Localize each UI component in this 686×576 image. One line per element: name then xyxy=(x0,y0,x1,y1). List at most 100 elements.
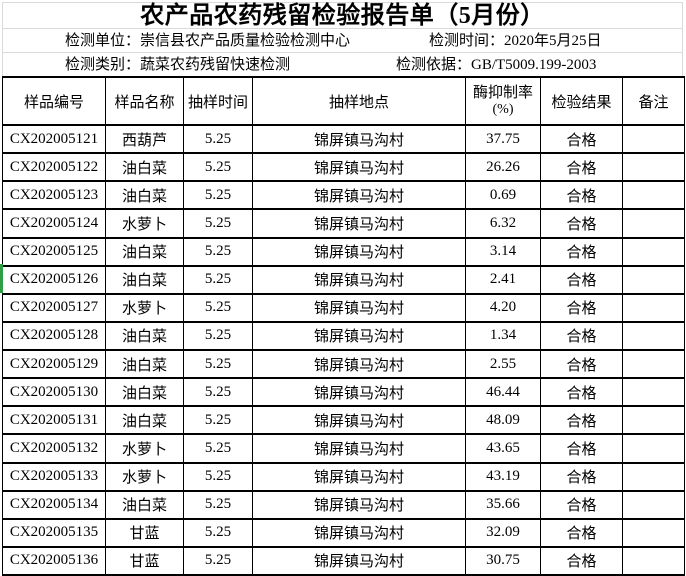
sample-id-cell[interactable]: CX202005133 xyxy=(2,461,106,492)
header-remark[interactable]: 备注 xyxy=(622,76,685,126)
inhibition-rate-cell[interactable]: 4.20 xyxy=(465,292,541,323)
result-cell[interactable]: 合格 xyxy=(540,461,623,492)
sample-place-cell[interactable]: 锦屏镇马沟村 xyxy=(252,377,466,408)
sample-place-cell[interactable]: 锦屏镇马沟村 xyxy=(252,348,466,380)
sample-place-cell[interactable]: 锦屏镇马沟村 xyxy=(252,405,466,436)
sample-place-cell[interactable]: 锦屏镇马沟村 xyxy=(252,208,466,239)
sample-place-cell[interactable]: 锦屏镇马沟村 xyxy=(252,517,466,548)
sample-place-cell[interactable]: 锦屏镇马沟村 xyxy=(252,545,466,576)
sample-name-cell[interactable]: 油白菜 xyxy=(105,264,184,295)
remark-cell[interactable] xyxy=(622,123,685,155)
sample-id-cell[interactable]: CX202005122 xyxy=(2,152,106,183)
sample-place-cell[interactable]: 锦屏镇马沟村 xyxy=(252,180,466,211)
sample-id-cell[interactable]: CX202005126 xyxy=(2,264,106,295)
inhibition-rate-cell[interactable]: 48.09 xyxy=(465,405,541,436)
sample-name-cell[interactable]: 水萝卜 xyxy=(105,292,184,323)
remark-cell[interactable] xyxy=(622,180,685,211)
inhibition-rate-cell[interactable]: 43.19 xyxy=(465,461,541,492)
header-sample-name[interactable]: 样品名称 xyxy=(105,76,184,126)
result-cell[interactable]: 合格 xyxy=(540,320,623,352)
sample-time-cell[interactable]: 5.25 xyxy=(183,180,253,211)
remark-cell[interactable] xyxy=(622,377,685,408)
sample-id-cell[interactable]: CX202005128 xyxy=(2,320,106,352)
sample-name-cell[interactable]: 西葫芦 xyxy=(105,123,184,155)
sample-id-cell[interactable]: CX202005132 xyxy=(2,433,106,464)
sample-id-cell[interactable]: CX202005123 xyxy=(2,180,106,211)
sample-id-cell[interactable]: CX202005135 xyxy=(2,517,106,548)
sample-name-cell[interactable]: 油白菜 xyxy=(105,180,184,211)
inhibition-rate-cell[interactable]: 6.32 xyxy=(465,208,541,239)
sample-time-cell[interactable]: 5.25 xyxy=(183,405,253,436)
result-cell[interactable]: 合格 xyxy=(540,208,623,239)
testing-category-cell[interactable]: 检测类别：蔬菜农药残留快速检测 xyxy=(65,53,290,77)
remark-cell[interactable] xyxy=(622,517,685,548)
sample-name-cell[interactable]: 水萝卜 xyxy=(105,208,184,239)
sample-id-cell[interactable]: CX202005127 xyxy=(2,292,106,323)
sample-time-cell[interactable]: 5.25 xyxy=(183,348,253,380)
header-sample-time[interactable]: 抽样时间 xyxy=(183,76,253,126)
result-cell[interactable]: 合格 xyxy=(540,152,623,183)
inhibition-rate-cell[interactable]: 3.14 xyxy=(465,236,541,267)
sample-time-cell[interactable]: 5.25 xyxy=(183,123,253,155)
sample-id-cell[interactable]: CX202005130 xyxy=(2,377,106,408)
sample-place-cell[interactable]: 锦屏镇马沟村 xyxy=(252,489,466,520)
sample-name-cell[interactable]: 油白菜 xyxy=(105,348,184,380)
remark-cell[interactable] xyxy=(622,545,685,576)
remark-cell[interactable] xyxy=(622,208,685,239)
inhibition-rate-cell[interactable]: 1.34 xyxy=(465,320,541,352)
sample-id-cell[interactable]: CX202005134 xyxy=(2,489,106,520)
sample-time-cell[interactable]: 5.25 xyxy=(183,152,253,183)
header-sample-id[interactable]: 样品编号 xyxy=(2,76,106,126)
sample-name-cell[interactable]: 油白菜 xyxy=(105,489,184,520)
sample-time-cell[interactable]: 5.25 xyxy=(183,264,253,295)
sample-name-cell[interactable]: 甘蓝 xyxy=(105,545,184,576)
inhibition-rate-cell[interactable]: 43.65 xyxy=(465,433,541,464)
remark-cell[interactable] xyxy=(622,433,685,464)
header-sample-place[interactable]: 抽样地点 xyxy=(252,76,466,126)
header-inhibition-rate[interactable]: 酶抑制率 (%) xyxy=(465,76,541,126)
inhibition-rate-cell[interactable]: 46.44 xyxy=(465,377,541,408)
sample-time-cell[interactable]: 5.25 xyxy=(183,377,253,408)
remark-cell[interactable] xyxy=(622,152,685,183)
inhibition-rate-cell[interactable]: 32.09 xyxy=(465,517,541,548)
sample-time-cell[interactable]: 5.25 xyxy=(183,292,253,323)
result-cell[interactable]: 合格 xyxy=(540,433,623,464)
result-cell[interactable]: 合格 xyxy=(540,377,623,408)
sample-id-cell[interactable]: CX202005131 xyxy=(2,405,106,436)
remark-cell[interactable] xyxy=(622,292,685,323)
sample-name-cell[interactable]: 油白菜 xyxy=(105,377,184,408)
sample-place-cell[interactable]: 锦屏镇马沟村 xyxy=(252,236,466,267)
result-cell[interactable]: 合格 xyxy=(540,123,623,155)
result-cell[interactable]: 合格 xyxy=(540,405,623,436)
remark-cell[interactable] xyxy=(622,405,685,436)
inhibition-rate-cell[interactable]: 26.26 xyxy=(465,152,541,183)
inhibition-rate-cell[interactable]: 37.75 xyxy=(465,123,541,155)
result-cell[interactable]: 合格 xyxy=(540,180,623,211)
sample-place-cell[interactable]: 锦屏镇马沟村 xyxy=(252,152,466,183)
result-cell[interactable]: 合格 xyxy=(540,236,623,267)
inhibition-rate-cell[interactable]: 30.75 xyxy=(465,545,541,576)
sample-time-cell[interactable]: 5.25 xyxy=(183,236,253,267)
sample-time-cell[interactable]: 5.25 xyxy=(183,208,253,239)
remark-cell[interactable] xyxy=(622,320,685,352)
sample-name-cell[interactable]: 水萝卜 xyxy=(105,433,184,464)
result-cell[interactable]: 合格 xyxy=(540,545,623,576)
sample-id-cell[interactable]: CX202005124 xyxy=(2,208,106,239)
remark-cell[interactable] xyxy=(622,461,685,492)
inhibition-rate-cell[interactable]: 0.69 xyxy=(465,180,541,211)
result-cell[interactable]: 合格 xyxy=(540,292,623,323)
sample-id-cell[interactable]: CX202005125 xyxy=(2,236,106,267)
sample-id-cell[interactable]: CX202005136 xyxy=(2,545,106,576)
sample-time-cell[interactable]: 5.25 xyxy=(183,517,253,548)
testing-unit-cell[interactable]: 检测单位：崇信县农产品质量检验检测中心 xyxy=(65,29,350,53)
result-cell[interactable]: 合格 xyxy=(540,489,623,520)
sample-place-cell[interactable]: 锦屏镇马沟村 xyxy=(252,433,466,464)
sample-place-cell[interactable]: 锦屏镇马沟村 xyxy=(252,123,466,155)
testing-time-cell[interactable]: 检测时间：2020年5月25日 xyxy=(429,29,602,53)
sample-name-cell[interactable]: 油白菜 xyxy=(105,320,184,352)
sample-place-cell[interactable]: 锦屏镇马沟村 xyxy=(252,461,466,492)
remark-cell[interactable] xyxy=(622,348,685,380)
sample-time-cell[interactable]: 5.25 xyxy=(183,433,253,464)
sample-place-cell[interactable]: 锦屏镇马沟村 xyxy=(252,264,466,295)
remark-cell[interactable] xyxy=(622,489,685,520)
